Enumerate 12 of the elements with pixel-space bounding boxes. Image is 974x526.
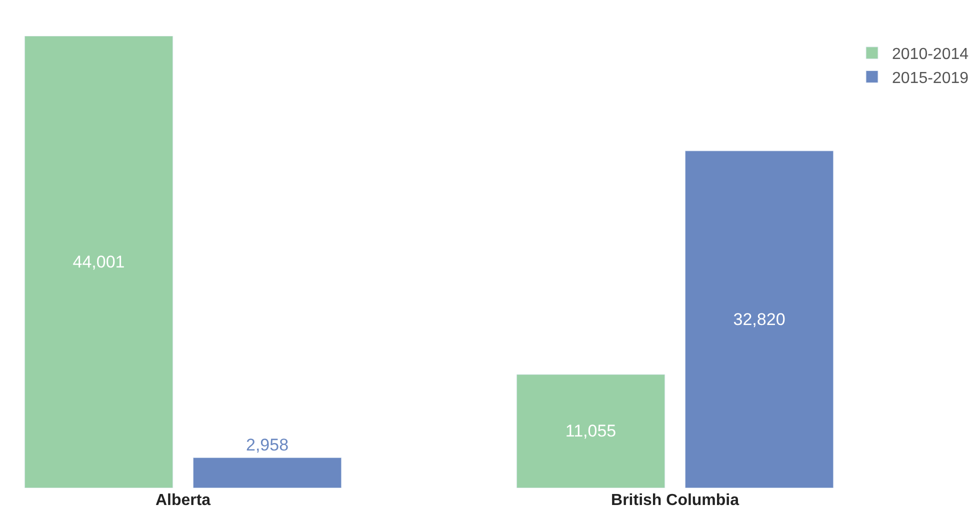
legend-label: 2015-2019 <box>892 70 969 87</box>
data-label: 11,055 <box>565 422 616 441</box>
bar <box>516 374 666 488</box>
x-tick-label: Alberta <box>155 492 211 509</box>
data-label: 2,958 <box>246 436 289 455</box>
bar <box>684 150 834 488</box>
bar <box>192 457 342 488</box>
bar <box>24 36 174 488</box>
data-label: 44,001 <box>72 252 125 272</box>
data-label: 32,820 <box>733 310 786 329</box>
x-tick-label: British Columbia <box>611 492 740 509</box>
legend-label: 2010-2014 <box>892 46 969 64</box>
